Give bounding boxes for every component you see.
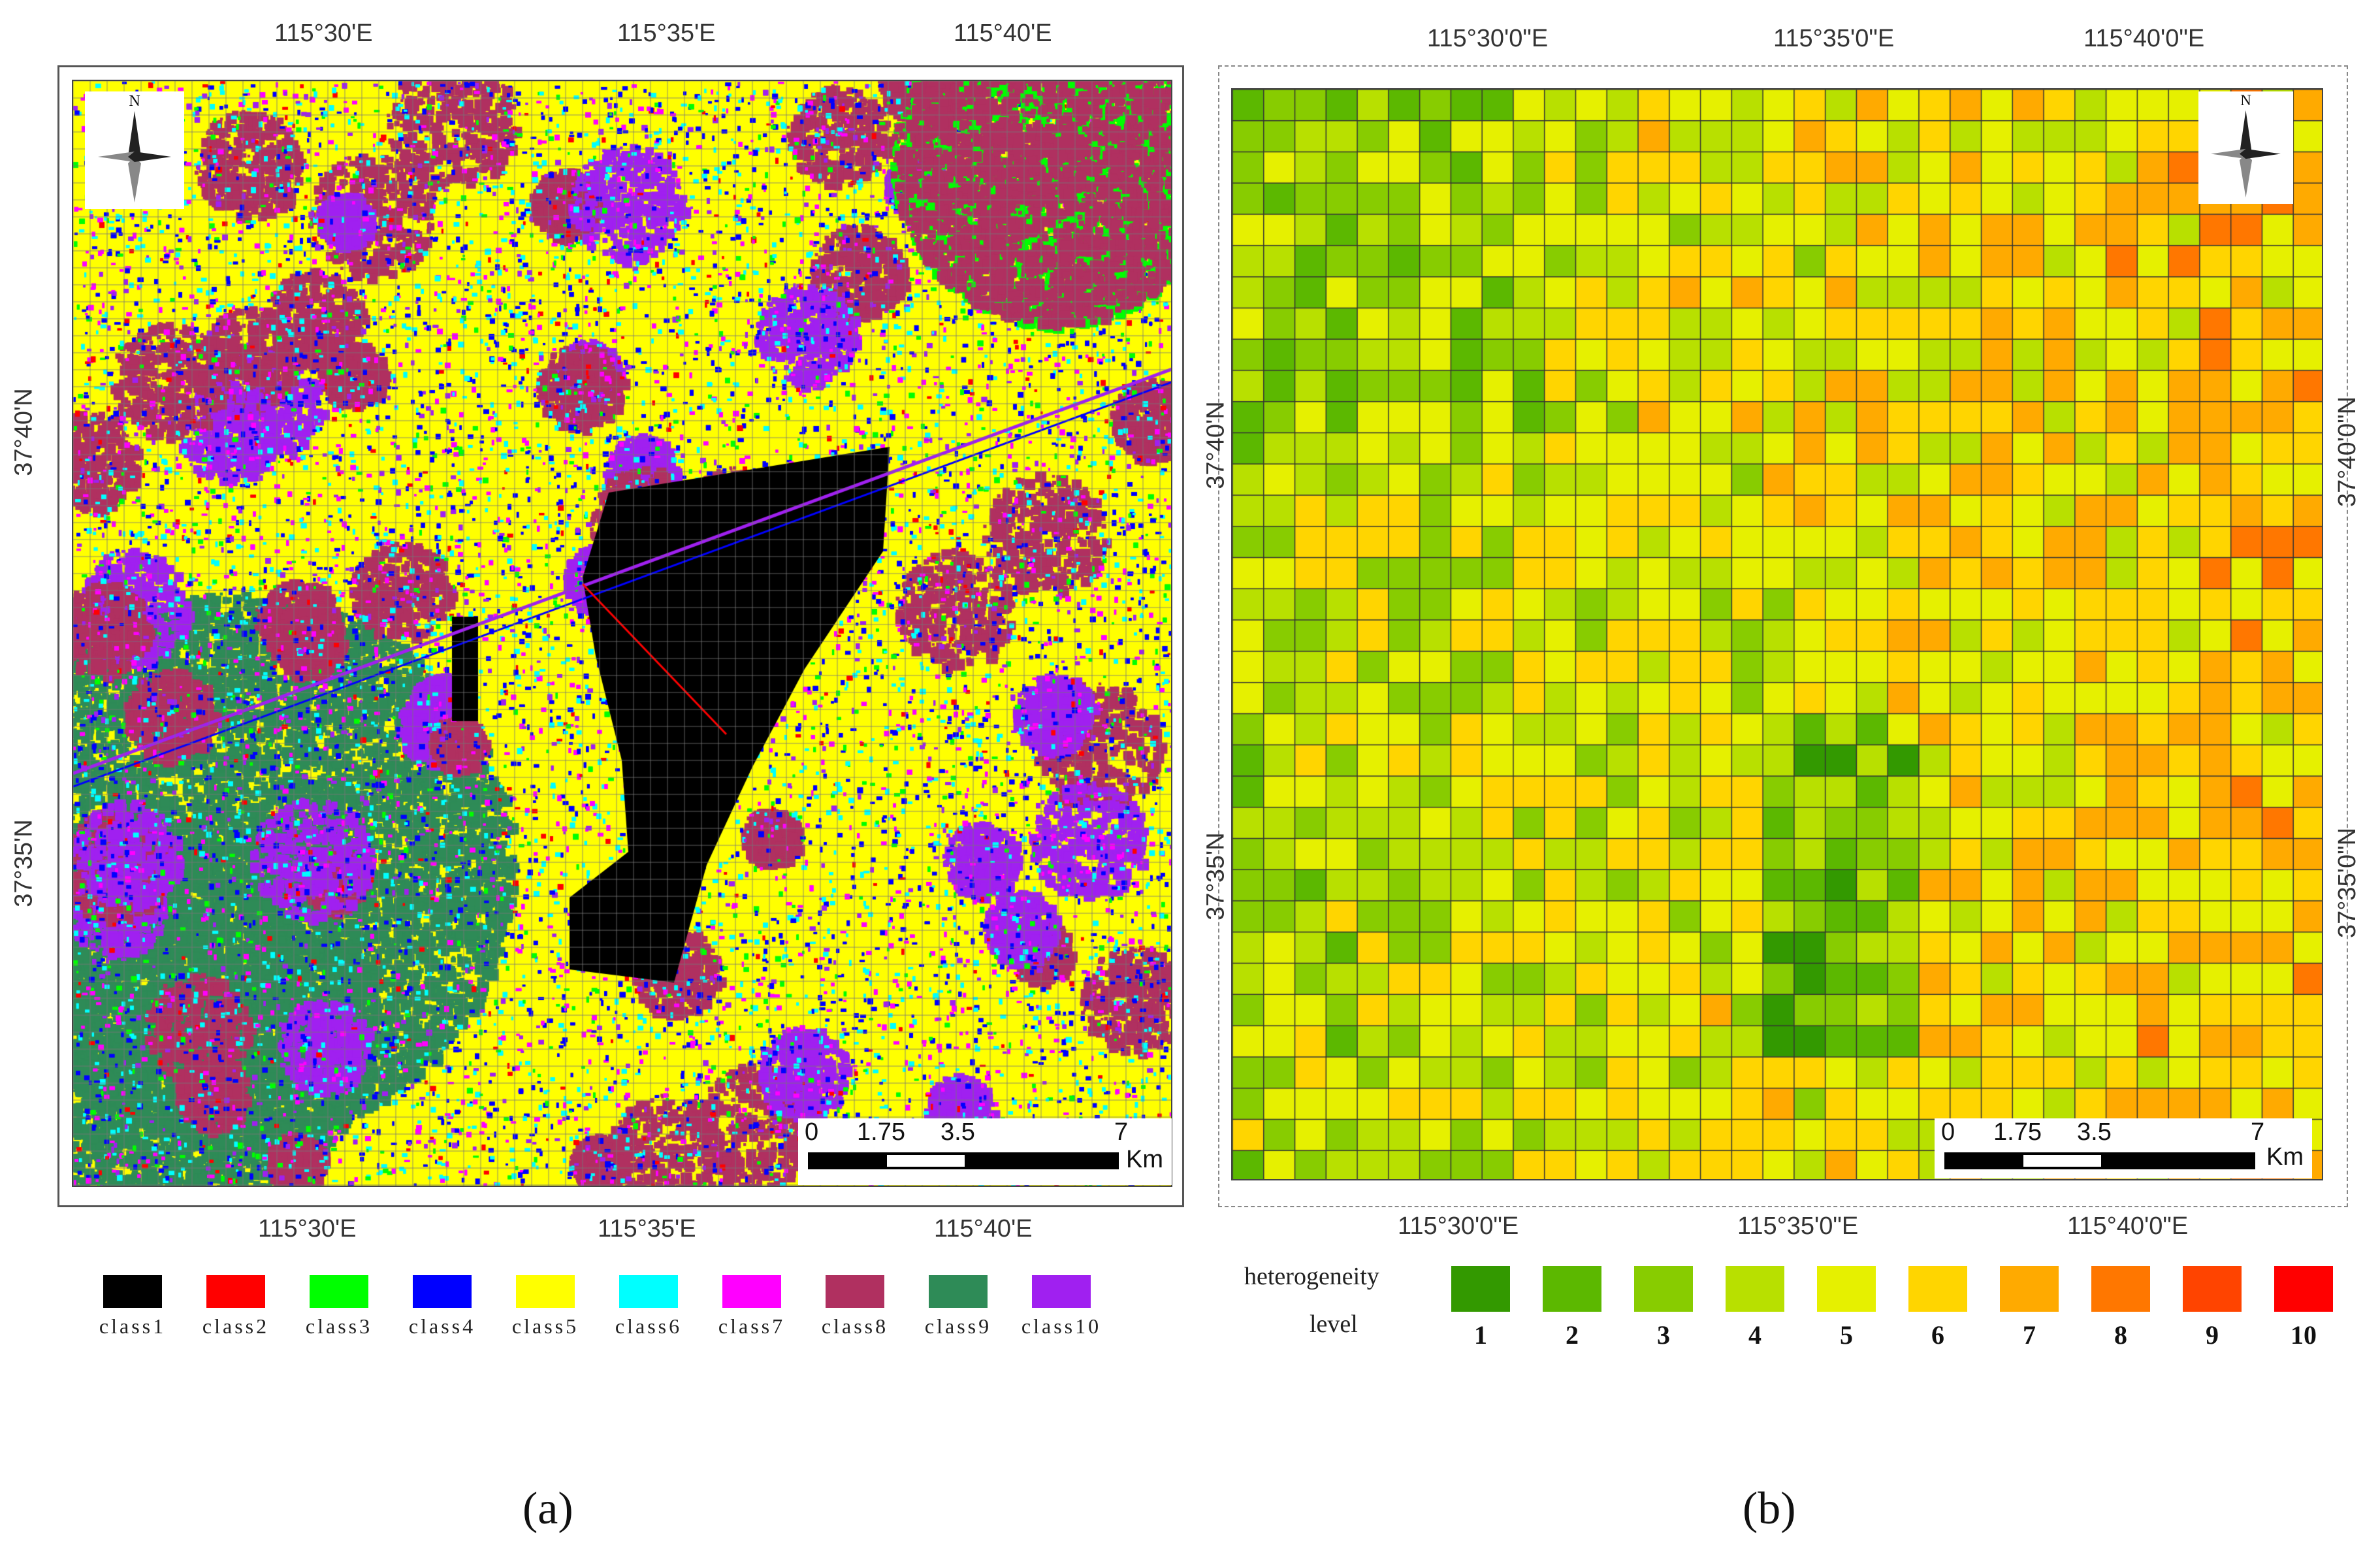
legend-label-class8: class8 xyxy=(821,1314,889,1338)
classification-raster xyxy=(73,81,1171,1186)
legend-label-class7: class7 xyxy=(718,1314,786,1338)
panel-label-a: (a) xyxy=(523,1484,573,1534)
legend-label-class6: class6 xyxy=(615,1314,683,1338)
legend-label-class9: class9 xyxy=(924,1314,992,1338)
legend-swatch-level-2 xyxy=(1543,1266,1601,1312)
legend-label-class4: class4 xyxy=(408,1314,476,1338)
legend-level-9: 9 xyxy=(2206,1320,2219,1350)
top-tick-a-0: 115°30'E xyxy=(274,20,373,47)
scale-bar-body xyxy=(1944,1152,2255,1169)
legend-label-class2: class2 xyxy=(202,1314,270,1338)
legend-swatch-class8 xyxy=(826,1275,884,1308)
legend-level-2: 2 xyxy=(1566,1320,1579,1350)
legend-swatch-level-7 xyxy=(2000,1266,2059,1312)
legend-swatch-level-9 xyxy=(2183,1266,2242,1312)
legend-level-1: 1 xyxy=(1474,1320,1487,1350)
legend-label-class5: class5 xyxy=(511,1314,579,1338)
svg-text:N: N xyxy=(129,93,140,110)
legend-swatch-class2 xyxy=(206,1275,265,1308)
bottom-tick-a-0: 115°30'E xyxy=(258,1215,357,1243)
legend-label-class3: class3 xyxy=(305,1314,373,1338)
scale-label-2: 3.5 xyxy=(2077,1118,2112,1146)
scale-label-2: 3.5 xyxy=(941,1118,975,1146)
top-tick-b-1: 115°35'0"E xyxy=(1773,25,1895,52)
legend-swatch-level-5 xyxy=(1817,1266,1876,1312)
scale-label-3: 7 xyxy=(2251,1118,2265,1146)
legend-title-b-line2: level xyxy=(1310,1310,1358,1338)
top-tick-a-1: 115°35'E xyxy=(617,20,716,47)
north-arrow-icon: N xyxy=(2211,92,2281,198)
scale-unit-a: Km xyxy=(1126,1146,1163,1173)
legend-title-b-line1: heterogeneity xyxy=(1244,1263,1379,1290)
north-arrow-a: N xyxy=(85,91,184,209)
bottom-tick-a-1: 115°35'E xyxy=(598,1215,696,1243)
left-tick-a-0: 37°40'N xyxy=(10,388,38,476)
legend-swatch-class9 xyxy=(929,1275,988,1308)
scale-label-0: 0 xyxy=(1941,1118,1955,1146)
left-tick-a-1: 37°35'N xyxy=(10,819,38,907)
classification-map xyxy=(72,80,1172,1187)
legend-swatch-class6 xyxy=(619,1275,678,1308)
legend-label-class1: class1 xyxy=(99,1314,167,1338)
legend-level-3: 3 xyxy=(1657,1320,1670,1350)
left-tick-b-0: 37°40'N xyxy=(1202,401,1230,489)
top-tick-b-2: 115°40'0"E xyxy=(2083,25,2205,52)
bottom-tick-b-1: 115°35'0"E xyxy=(1737,1212,1859,1240)
scale-label-1: 1.75 xyxy=(857,1118,905,1146)
heterogeneity-map xyxy=(1231,88,2323,1180)
panel-label-b: (b) xyxy=(1743,1484,1796,1534)
legend-level-5: 5 xyxy=(1840,1320,1853,1350)
top-tick-a-2: 115°40'E xyxy=(954,20,1052,47)
scale-bar-body xyxy=(808,1152,1119,1169)
legend-level-6: 6 xyxy=(1931,1320,1944,1350)
scale-bar-a: 0 1.75 3.5 7 Km xyxy=(798,1118,1172,1185)
legend-label-class10: class10 xyxy=(1021,1314,1102,1338)
legend-swatch-level-4 xyxy=(1726,1266,1784,1312)
legend-level-10: 10 xyxy=(2291,1320,2317,1350)
left-tick-b-1: 37°35'N xyxy=(1202,832,1230,920)
top-tick-b-0: 115°30'0"E xyxy=(1427,25,1549,52)
legend-level-7: 7 xyxy=(2023,1320,2036,1350)
svg-text:N: N xyxy=(2240,92,2251,108)
right-tick-b-1: 37°35'0"N xyxy=(2334,827,2362,939)
north-arrow-icon: N xyxy=(98,93,171,203)
bottom-tick-b-0: 115°30'0"E xyxy=(1398,1212,1519,1240)
legend-level-4: 4 xyxy=(1748,1320,1761,1350)
legend-swatch-class7 xyxy=(722,1275,781,1308)
legend-swatch-class3 xyxy=(310,1275,368,1308)
legend-swatch-level-6 xyxy=(1908,1266,1967,1312)
legend-swatch-level-1 xyxy=(1451,1266,1510,1312)
heterogeneity-grid xyxy=(1232,89,2322,1179)
legend-swatch-class5 xyxy=(516,1275,575,1308)
bottom-tick-b-2: 115°40'0"E xyxy=(2067,1212,2189,1240)
legend-swatch-level-8 xyxy=(2091,1266,2150,1312)
legend-swatch-class10 xyxy=(1032,1275,1091,1308)
legend-swatch-class1 xyxy=(103,1275,162,1308)
legend-level-8: 8 xyxy=(2114,1320,2127,1350)
legend-swatch-level-3 xyxy=(1634,1266,1693,1312)
legend-swatch-level-10 xyxy=(2274,1266,2333,1312)
scale-label-3: 7 xyxy=(1114,1118,1129,1146)
scale-unit-b: Km xyxy=(2266,1143,2304,1171)
right-tick-b-0: 37°40'0"N xyxy=(2334,396,2362,508)
bottom-tick-a-2: 115°40'E xyxy=(934,1215,1033,1243)
north-arrow-b: N xyxy=(2198,91,2293,204)
scale-bar-b: 0 1.75 3.5 7 Km xyxy=(1935,1118,2312,1178)
legend-swatch-class4 xyxy=(413,1275,472,1308)
scale-label-1: 1.75 xyxy=(1993,1118,2042,1146)
scale-label-0: 0 xyxy=(805,1118,819,1146)
